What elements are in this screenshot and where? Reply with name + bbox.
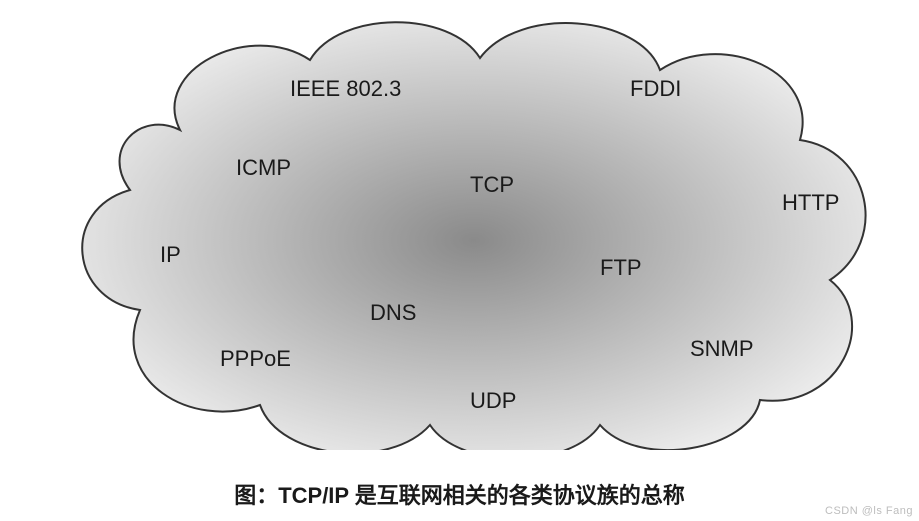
- figure-caption: 图：TCP/IP 是互联网相关的各类协议族的总称: [0, 478, 919, 510]
- label-ip: IP: [160, 242, 181, 268]
- watermark-text: CSDN @ls Fang: [825, 505, 913, 517]
- label-tcp: TCP: [470, 172, 514, 198]
- cloud-path: [82, 22, 865, 450]
- cloud-shape: [40, 10, 880, 450]
- label-snmp: SNMP: [690, 336, 754, 362]
- label-pppoe: PPPoE: [220, 346, 291, 372]
- label-icmp: ICMP: [236, 155, 291, 181]
- label-ftp: FTP: [600, 255, 642, 281]
- label-udp: UDP: [470, 388, 516, 414]
- cloud-container: IEEE 802.3 FDDI ICMP TCP HTTP IP FTP DNS…: [40, 10, 880, 450]
- label-http: HTTP: [782, 190, 839, 216]
- label-fddi: FDDI: [630, 76, 681, 102]
- label-dns: DNS: [370, 300, 416, 326]
- diagram-canvas: IEEE 802.3 FDDI ICMP TCP HTTP IP FTP DNS…: [0, 0, 919, 521]
- label-ieee8023: IEEE 802.3: [290, 76, 401, 102]
